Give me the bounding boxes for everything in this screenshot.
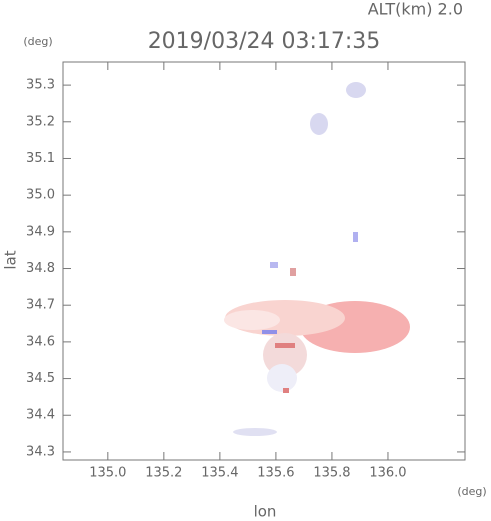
x-tick-label: 135.2: [145, 466, 182, 481]
y-label: lat: [2, 250, 20, 269]
y-tick-label: 35.1: [26, 151, 55, 166]
y-tick-label: 34.7: [26, 298, 55, 313]
x-tick-label: 136.0: [369, 466, 406, 481]
x-tick-label: 135.6: [257, 466, 294, 481]
y-unit: (deg): [23, 35, 52, 48]
x-tick-label: 135.4: [201, 466, 238, 481]
x-tick-label: 135.8: [313, 466, 350, 481]
y-tick-label: 35.3: [26, 78, 55, 93]
x-unit: (deg): [457, 485, 486, 498]
x-label: lon: [254, 503, 277, 521]
subtitle: ALT(km) 2.0: [368, 0, 463, 19]
y-tick-label: 34.8: [26, 261, 55, 276]
y-tick-label: 34.6: [26, 334, 55, 349]
x-tick-label: 135.0: [89, 466, 126, 481]
chart-title: 2019/03/24 03:17:35: [148, 29, 381, 54]
y-tick-label: 34.3: [26, 444, 55, 459]
y-tick-label: 35.0: [26, 188, 55, 203]
y-tick-label: 34.9: [26, 224, 55, 239]
echo-field: [224, 82, 410, 436]
y-tick-label: 34.5: [26, 371, 55, 386]
y-tick-label: 34.4: [26, 408, 55, 423]
y-tick-label: 35.2: [26, 114, 55, 129]
plot-frame: [62, 61, 466, 461]
